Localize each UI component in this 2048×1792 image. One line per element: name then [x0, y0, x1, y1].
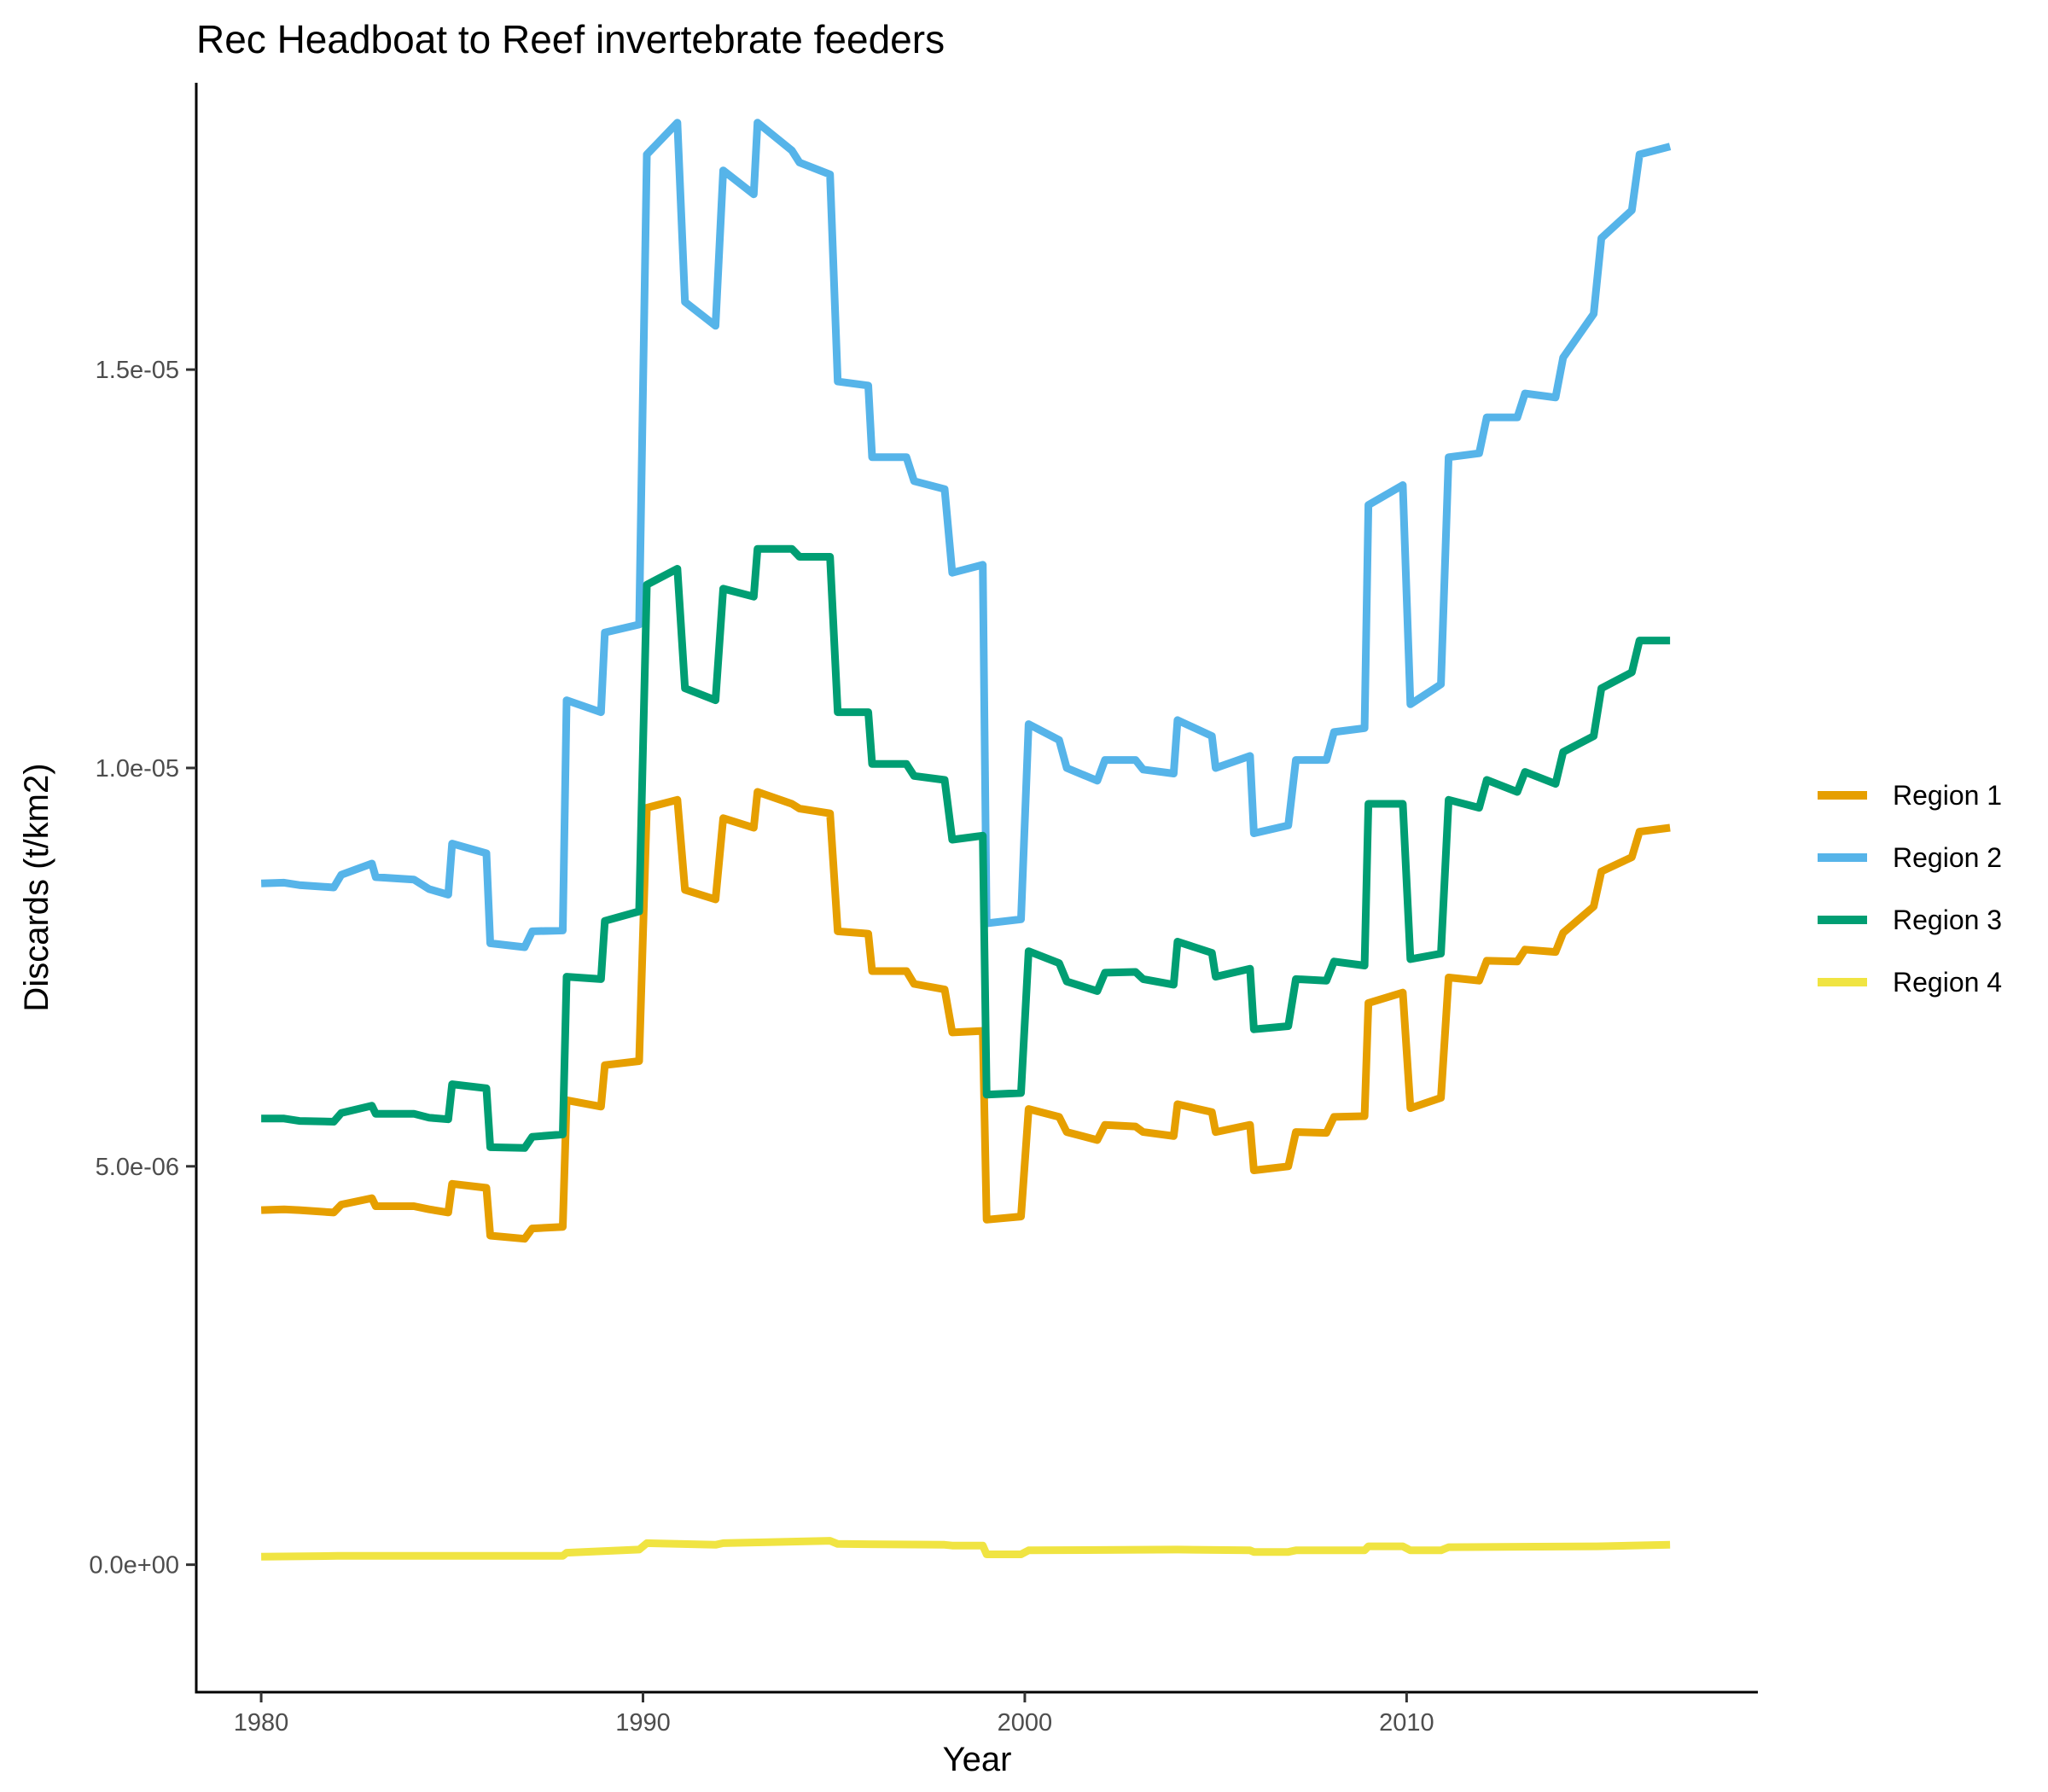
x-axis-title: Year: [943, 1741, 1012, 1778]
series-line-region-3: [261, 544, 1671, 1152]
y-tick-label: 5.0e-06: [96, 1154, 179, 1181]
x-tick-label: 2000: [998, 1709, 1053, 1737]
x-tick-label: 1980: [234, 1709, 289, 1737]
legend-label-region-2: Region 2: [1893, 842, 2002, 873]
x-tick-label: 1990: [615, 1709, 671, 1737]
y-tick-label: 0.0e+00: [89, 1552, 179, 1580]
plot-series: [260, 119, 1672, 1561]
y-tick-label: 1.5e-05: [96, 357, 179, 384]
legend: Region 1 Region 2 Region 3 Region 4: [1818, 780, 2002, 998]
x-tick-label: 2010: [1379, 1709, 1434, 1737]
series-line-region-1: [260, 788, 1671, 1243]
chart-title: Rec Headboat to Reef invertebrate feeder…: [196, 17, 945, 61]
series-line-region-2: [260, 119, 1672, 951]
y-axis-ticks: 0.0e+00 5.0e-06 1.0e-05 1.5e-05: [89, 357, 196, 1580]
legend-label-region-4: Region 4: [1893, 967, 2002, 998]
y-tick-label: 1.0e-05: [96, 755, 179, 783]
series-line-region-4: [261, 1537, 1671, 1561]
legend-label-region-3: Region 3: [1893, 905, 2002, 935]
legend-label-region-1: Region 1: [1893, 780, 2002, 811]
x-axis-ticks: 1980 1990 2000 2010: [234, 1692, 1434, 1737]
y-axis-title: Discards (t/km2): [18, 763, 55, 1011]
